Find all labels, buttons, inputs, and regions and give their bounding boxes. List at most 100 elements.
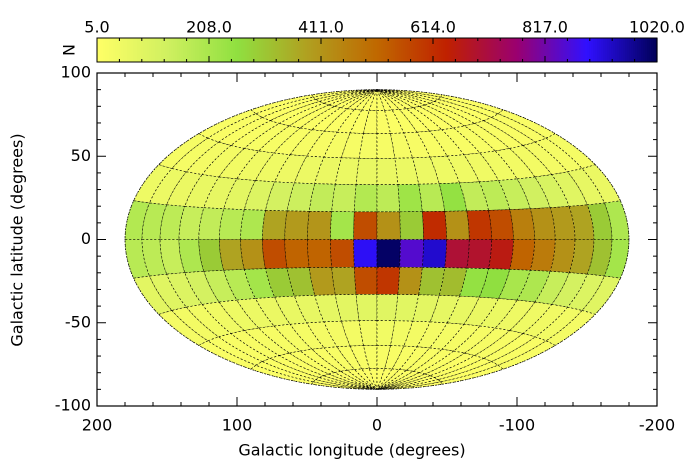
colorbar-swatch: [121, 38, 124, 62]
map-cell: [219, 239, 245, 271]
colorbar-swatch: [473, 38, 476, 62]
colorbar-swatch: [313, 38, 316, 62]
colorbar-swatch: [411, 38, 414, 62]
map-cell: [312, 89, 378, 100]
colorbar-swatch: [653, 38, 656, 62]
colorbar-swatch: [323, 38, 326, 62]
map-cell: [586, 202, 613, 240]
map-cell: [323, 320, 351, 348]
colorbar-swatch: [519, 38, 522, 62]
map-cell: [376, 320, 396, 346]
map-cell: [353, 184, 378, 213]
colorbar-swatch: [439, 38, 442, 62]
colorbar-swatch: [501, 38, 504, 62]
colorbar-swatch: [649, 38, 652, 62]
colorbar-swatch: [601, 38, 604, 62]
colorbar-swatch: [493, 38, 496, 62]
colorbar-swatch: [503, 38, 506, 62]
colorbar-swatch: [127, 38, 130, 62]
map-cell: [397, 183, 423, 213]
colorbar-swatch: [265, 38, 268, 62]
colorbar-swatch: [641, 38, 644, 62]
colorbar-swatch: [633, 38, 636, 62]
map-cell: [341, 320, 364, 347]
colorbar-swatch: [337, 38, 340, 62]
colorbar-swatch: [181, 38, 184, 62]
colorbar-swatch: [597, 38, 600, 62]
colorbar-swatch: [421, 38, 424, 62]
colorbar-swatch: [219, 38, 222, 62]
colorbar-swatch: [125, 38, 128, 62]
colorbar-swatch: [613, 38, 616, 62]
colorbar-swatch: [437, 38, 440, 62]
map-cell: [198, 207, 225, 240]
colorbar-swatch: [465, 38, 468, 62]
colorbar-swatch: [365, 38, 368, 62]
colorbar-swatch: [467, 38, 470, 62]
colorbar-swatch: [227, 38, 230, 62]
colorbar-swatch: [635, 38, 638, 62]
map-cell: [243, 327, 291, 356]
colorbar-swatch: [441, 38, 444, 62]
map-cell: [446, 154, 480, 184]
map-cell: [452, 325, 496, 354]
colorbar-swatch: [595, 38, 598, 62]
colorbar-swatch: [301, 38, 304, 62]
colorbar-swatch: [559, 38, 562, 62]
map-cell: [466, 239, 492, 269]
colorbar-swatch: [451, 38, 454, 62]
colorbar-swatch: [153, 38, 156, 62]
map-cell: [358, 320, 378, 346]
colorbar-swatch: [329, 38, 332, 62]
map-cell: [258, 125, 302, 154]
colorbar-swatch: [173, 38, 176, 62]
colorbar-swatch: [113, 38, 116, 62]
map-cell: [399, 239, 424, 268]
map-cell: [243, 123, 291, 152]
map-cell: [258, 325, 302, 354]
map-cell: [308, 267, 336, 296]
map-cell: [262, 210, 288, 240]
colorbar-swatch: [237, 38, 240, 62]
colorbar-swatch: [479, 38, 482, 62]
colorbar-swatch: [537, 38, 540, 62]
colorbar-swatch: [399, 38, 402, 62]
colorbar-swatch: [221, 38, 224, 62]
colorbar-swatch: [341, 38, 344, 62]
x-tick-label: 200: [82, 416, 113, 435]
colorbar-swatch: [385, 38, 388, 62]
colorbar-swatch: [409, 38, 412, 62]
map-cell: [265, 267, 295, 298]
map-cell: [369, 368, 378, 390]
colorbar-swatch: [461, 38, 464, 62]
colorbar-swatch: [573, 38, 576, 62]
colorbar-swatch: [203, 38, 206, 62]
map-cell: [353, 211, 378, 240]
map-cell: [376, 133, 396, 159]
colorbar-swatch: [599, 38, 602, 62]
map-cell: [586, 239, 613, 277]
map-cell: [341, 132, 364, 159]
colorbar-swatch: [555, 38, 558, 62]
colorbar-swatch: [639, 38, 642, 62]
map-cell: [376, 294, 399, 322]
colorbar-swatch: [157, 38, 160, 62]
map-cell: [466, 210, 492, 240]
colorbar-swatch: [357, 38, 360, 62]
map-cell: [218, 117, 272, 146]
colorbar-swatch: [387, 38, 390, 62]
map-cell: [124, 239, 151, 279]
map-cell: [269, 355, 325, 378]
map-cell: [376, 89, 408, 110]
map-cell: [376, 239, 401, 268]
colorbar-swatch: [279, 38, 282, 62]
map-cell: [353, 266, 378, 295]
colorbar-swatch: [345, 38, 348, 62]
colorbar-swatch: [407, 38, 410, 62]
colorbar-swatch: [335, 38, 338, 62]
colorbar-swatch: [489, 38, 492, 62]
map-cell: [363, 110, 378, 134]
colorbar-swatch: [593, 38, 596, 62]
colorbar-swatch: [99, 38, 102, 62]
colorbar-swatch: [619, 38, 622, 62]
